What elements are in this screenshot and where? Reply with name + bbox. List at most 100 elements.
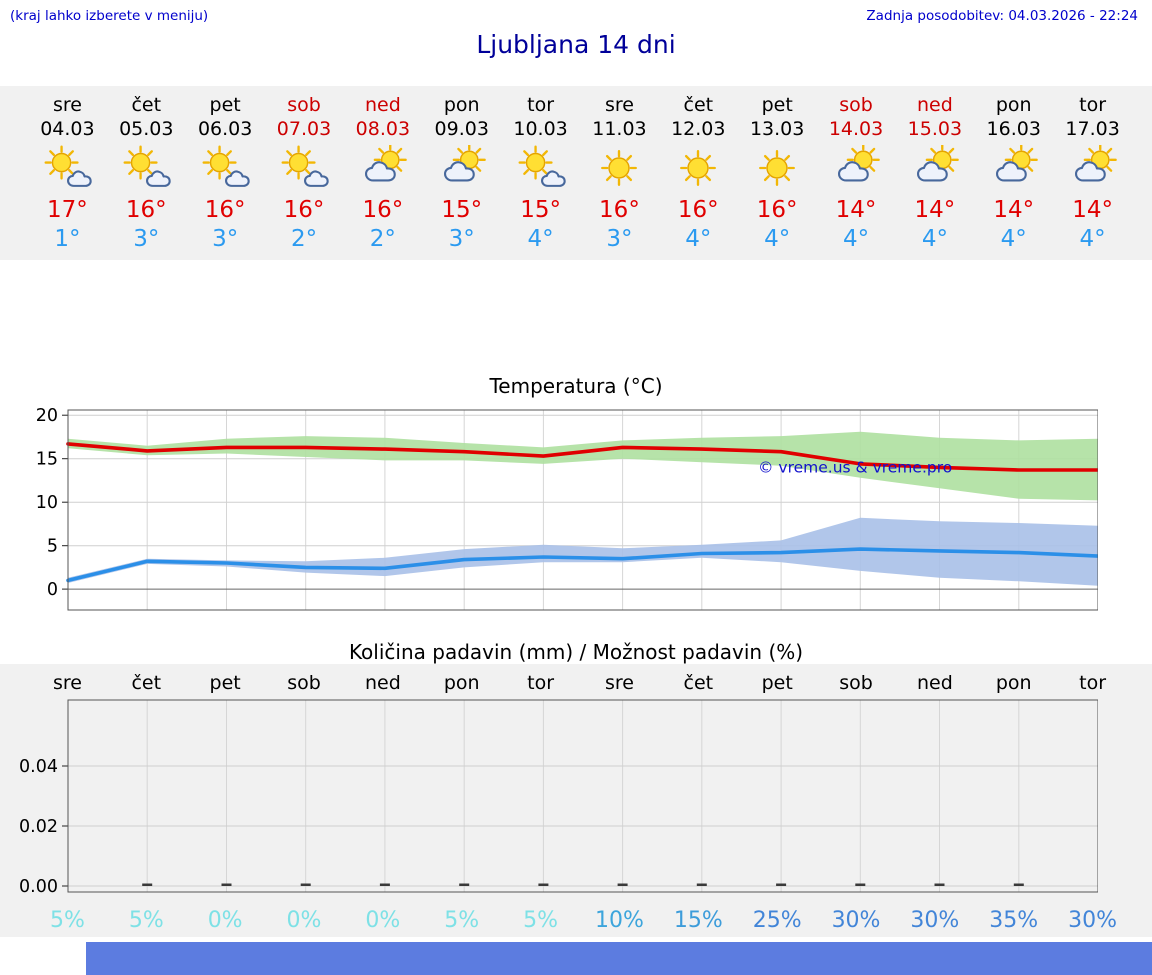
day-max-temp: 16°: [362, 197, 404, 223]
day-date: 07.03: [276, 118, 332, 140]
zero-precip-bar: [538, 883, 549, 886]
day-min-temp: 3°: [448, 226, 475, 252]
forecast-strip: sre 04.03 17° 1° čet 05.03 16° 3° pet 06.03 16° 3° s…: [0, 86, 1152, 260]
precip-probability: 10%: [594, 908, 644, 933]
day-name: ned: [916, 94, 953, 116]
precip-probability: 5%: [49, 908, 85, 933]
sun-cloud-icon: [265, 143, 344, 193]
zero-precip-bar: [142, 883, 153, 886]
cloud-sun-icon: [895, 143, 974, 193]
svg-text:20: 20: [36, 406, 58, 426]
temperature-chart: 0 5 10 15 20 © vreme.us & vreme.pro: [36, 406, 1098, 611]
day-name: čet: [683, 94, 714, 116]
day-date: 12.03: [671, 118, 726, 140]
svg-text:10: 10: [36, 493, 58, 513]
day-date: 15.03: [907, 118, 963, 140]
zero-precip-bar: [776, 883, 787, 886]
day-date: 08.03: [355, 118, 411, 140]
day-max-temp: 15°: [520, 197, 561, 223]
day-min-temp: 3°: [606, 226, 633, 252]
day-name: pet: [761, 94, 793, 116]
day-column-08.03: ned 08.03 16° 2°: [343, 94, 422, 254]
precip-day-label: sre: [604, 672, 634, 694]
sun-cloud-icon: [28, 143, 107, 193]
day-name: pon: [995, 94, 1032, 116]
svg-text:0.04: 0.04: [19, 757, 58, 777]
day-max-temp: 15°: [441, 197, 483, 223]
day-date: 09.03: [434, 118, 489, 140]
svg-text:0: 0: [47, 580, 58, 600]
precipitation-section: sre čet pet sob ned pon tor sre čet pet sob ned pon t…: [0, 664, 1152, 937]
day-column-15.03: ned 15.03 14° 4°: [895, 94, 974, 254]
precip-day-label: pet: [761, 672, 793, 694]
precip-day-label: ned: [916, 672, 953, 694]
zero-precip-bar: [617, 883, 628, 886]
precip-probability: 35%: [989, 908, 1039, 933]
zero-precip-bar: [1013, 883, 1024, 886]
precip-day-label: pon: [995, 672, 1032, 694]
day-max-temp: 16°: [204, 197, 246, 223]
top-info-bar: (kraj lahko izberete v meniju) Zadnja po…: [0, 0, 1152, 24]
day-name: sre: [604, 94, 634, 116]
day-date: 05.03: [119, 118, 174, 140]
day-date: 04.03: [40, 118, 95, 140]
precip-probability: 30%: [831, 908, 881, 933]
day-max-temp: 14°: [993, 197, 1035, 223]
day-max-temp: 16°: [283, 197, 325, 223]
zero-precip-bar: [696, 883, 707, 886]
cloud-sun-icon: [974, 143, 1053, 193]
zero-precip-bar: [300, 883, 311, 886]
day-min-temp: 4°: [921, 226, 948, 252]
precip-day-label: tor: [527, 672, 555, 694]
day-date: 13.03: [749, 118, 805, 140]
day-column-14.03: sob 14.03 14° 4°: [817, 94, 896, 254]
day-max-temp: 14°: [914, 197, 956, 223]
day-min-temp: 1°: [54, 226, 81, 252]
sun-cloud-icon: [501, 143, 580, 193]
precipitation-chart-title: Količina padavin (mm) / Možnost padavin …: [348, 640, 804, 664]
precip-probability: 30%: [1068, 908, 1118, 933]
svg-text:15: 15: [36, 450, 58, 470]
precipitation-chart: 0.00 0.02 0.04: [19, 699, 1098, 897]
precip-probability: 15%: [673, 908, 723, 933]
svg-text:0.02: 0.02: [19, 817, 58, 837]
day-column-04.03: sre 04.03 17° 1°: [28, 94, 107, 254]
day-column-17.03: tor 17.03 14° 4°: [1053, 94, 1132, 254]
day-column-09.03: pon 09.03 15° 3°: [422, 94, 501, 254]
zero-precip-bar: [934, 883, 945, 886]
day-column-11.03: sre 11.03 16° 3°: [580, 94, 659, 254]
precip-day-label: čet: [683, 672, 714, 694]
day-name: čet: [131, 94, 162, 116]
day-date: 16.03: [986, 118, 1041, 140]
last-update: Zadnja posodobitev: 04.03.2026 - 22:24: [866, 8, 1138, 24]
zero-precip-bar: [379, 883, 390, 886]
day-min-temp: 4°: [764, 226, 791, 252]
day-column-13.03: pet 13.03 16° 4°: [738, 94, 817, 254]
precip-probability: 5%: [444, 908, 480, 933]
precip-probability: 25%: [752, 908, 802, 933]
zero-precip-bar: [855, 883, 866, 886]
precip-day-label: sre: [52, 672, 82, 694]
day-max-temp: 16°: [756, 197, 798, 223]
zero-precip-bar: [459, 883, 470, 886]
watermark-link[interactable]: © vreme.us & vreme.pro: [758, 459, 952, 477]
zero-precip-bar: [221, 883, 232, 886]
cloud-sun-icon: [817, 143, 896, 193]
precip-probability: 5%: [128, 908, 164, 933]
day-min-temp: 3°: [133, 226, 160, 252]
sun-cloud-icon: [107, 143, 186, 193]
page-title: Ljubljana 14 dni: [476, 30, 676, 59]
day-name: ned: [364, 94, 401, 116]
day-name: sob: [839, 94, 873, 116]
day-min-temp: 3°: [212, 226, 239, 252]
day-max-temp: 16°: [599, 197, 640, 223]
day-date: 06.03: [197, 118, 253, 140]
day-name: sre: [52, 94, 82, 116]
precip-probability: 0%: [286, 908, 322, 933]
day-date: 11.03: [592, 118, 647, 140]
precip-probability: 0%: [365, 908, 401, 933]
day-min-temp: 4°: [1079, 226, 1106, 252]
cloud-sun-icon: [422, 143, 501, 193]
day-min-temp: 4°: [527, 226, 554, 252]
day-min-temp: 4°: [685, 226, 712, 252]
